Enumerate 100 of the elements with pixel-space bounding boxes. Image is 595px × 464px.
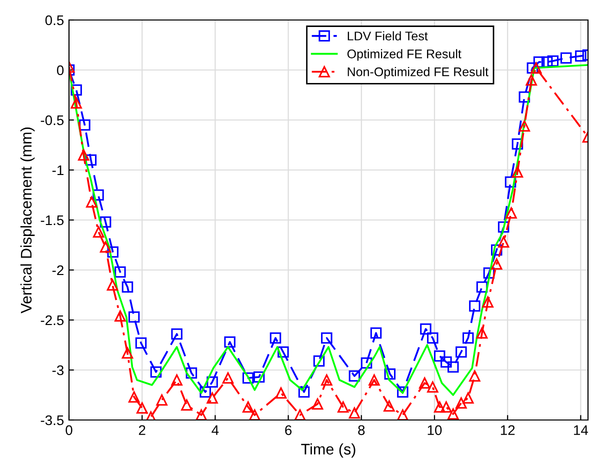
point [533, 56, 545, 68]
point [337, 401, 349, 413]
point [384, 368, 396, 380]
x-tick-label: 8 [358, 425, 365, 436]
point [530, 62, 542, 74]
point [270, 332, 282, 344]
point [100, 241, 112, 253]
point [100, 216, 112, 228]
point [370, 327, 382, 339]
x-tick-label: 6 [285, 425, 292, 436]
y-tick-label: -1 [52, 165, 64, 176]
point [114, 310, 126, 322]
point [122, 281, 134, 293]
point [145, 411, 156, 420]
legend-label: Non-Optimized FE Result [348, 67, 488, 79]
point [114, 266, 126, 278]
point [560, 52, 572, 64]
y-axis-title: Vertical Displacement (mm) [20, 128, 35, 314]
point [85, 154, 97, 166]
x-tick-label: 14 [574, 425, 588, 435]
point [498, 221, 510, 233]
point [150, 366, 162, 378]
point [186, 367, 198, 379]
point [249, 409, 260, 420]
point [420, 323, 432, 335]
point [321, 332, 332, 344]
point [106, 279, 118, 291]
point [135, 337, 147, 349]
point [462, 392, 474, 404]
point [462, 332, 474, 344]
point [384, 400, 395, 412]
point [491, 244, 502, 256]
point [526, 62, 538, 74]
point [448, 408, 459, 420]
point [491, 258, 502, 270]
point [440, 401, 452, 413]
point [456, 346, 467, 358]
point [136, 402, 148, 414]
point [434, 401, 446, 413]
point [79, 119, 90, 131]
point [181, 399, 192, 411]
legend-label: Optimized FE Result [347, 49, 462, 61]
point [92, 189, 104, 201]
point [313, 355, 325, 367]
point [482, 296, 494, 308]
point [448, 361, 459, 373]
point [512, 138, 524, 150]
point [427, 332, 438, 344]
point [360, 357, 372, 369]
y-tick-label: -0.5 [40, 115, 64, 126]
point [253, 371, 265, 383]
y-tick-label: -1.5 [40, 215, 64, 226]
point [476, 281, 488, 293]
point [526, 74, 537, 86]
point [70, 97, 82, 109]
point [456, 397, 467, 409]
point [206, 376, 218, 388]
x-axis-title: Time (s) [301, 443, 356, 458]
point [128, 311, 140, 323]
point [78, 149, 90, 161]
point [321, 374, 332, 386]
legend-label: LDV Field Test [348, 31, 428, 40]
point [419, 377, 430, 389]
point [200, 386, 211, 398]
point [498, 236, 510, 248]
point [107, 246, 118, 258]
point [518, 91, 530, 103]
y-tick-label: -3.5 [40, 415, 64, 426]
point [518, 120, 530, 132]
point [224, 336, 236, 348]
point [128, 391, 140, 403]
point [196, 409, 207, 420]
point [70, 84, 82, 96]
point [512, 166, 524, 178]
point [427, 381, 438, 393]
point [469, 370, 480, 382]
point [222, 372, 234, 384]
point [469, 300, 480, 312]
point [294, 409, 306, 420]
point [440, 356, 452, 368]
y-tick-label: 0.5 [45, 15, 64, 26]
point [348, 407, 360, 419]
x-tick-label: 0 [66, 425, 72, 436]
point [504, 176, 516, 188]
point [156, 394, 168, 406]
point [483, 267, 495, 279]
point [348, 370, 360, 382]
point [434, 350, 446, 362]
point [541, 56, 553, 68]
point [312, 398, 324, 410]
point [575, 50, 586, 62]
point [122, 347, 134, 359]
x-tick-label: 10 [428, 425, 442, 436]
point [206, 392, 218, 404]
point [397, 386, 408, 398]
point [92, 226, 104, 238]
y-tick-label: -3 [52, 365, 64, 376]
y-tick-label: -2 [52, 265, 64, 276]
point [476, 327, 488, 339]
point [547, 55, 559, 67]
